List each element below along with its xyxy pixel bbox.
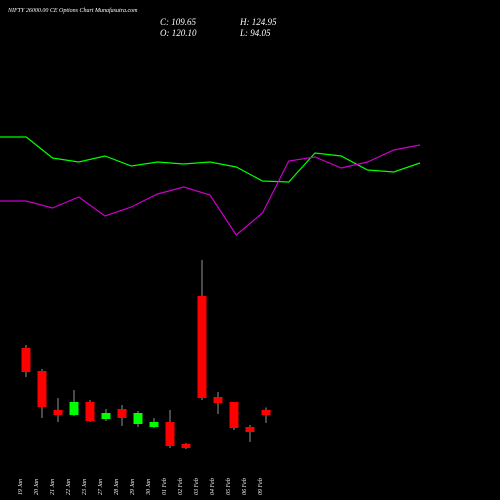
indicator-line: [0, 144, 421, 236]
candle-body: [133, 413, 143, 424]
x-tick-label: 30 Jan: [146, 479, 152, 496]
close-label: C: 109.65: [160, 17, 197, 27]
x-tick-label: 05 Feb: [226, 478, 232, 495]
x-tick-label: 20 Jan: [34, 479, 40, 495]
x-tick-label: 27 Jan: [98, 479, 104, 495]
candle-body: [101, 413, 111, 419]
x-tick-label: 22 Jan: [66, 479, 72, 495]
candle-body: [197, 296, 207, 398]
open-label: O: 120.10: [160, 28, 197, 38]
candle-body: [261, 409, 271, 416]
candle-body: [117, 409, 127, 418]
high-label: H: 124.95: [239, 17, 277, 27]
x-tick-label: 03 Feb: [194, 478, 200, 495]
x-tick-label: 23 Jan: [82, 479, 88, 495]
x-tick-label: 19 Jan: [18, 479, 24, 495]
candle-body: [85, 402, 95, 421]
x-tick-label: 06 Feb: [242, 478, 248, 495]
candle-body: [181, 444, 191, 448]
x-tick-label: 21 Jan: [50, 479, 56, 495]
candle-body: [53, 410, 63, 415]
candle-body: [213, 397, 223, 403]
chart-title: NIFTY 26000.00 CE Options Chart Munafasu…: [7, 7, 138, 14]
low-label: L: 94.05: [239, 28, 271, 38]
x-tick-label: 09 Feb: [258, 478, 264, 495]
candle-body: [21, 348, 31, 372]
candle-body: [165, 422, 175, 446]
candle-body: [245, 427, 255, 432]
x-tick-label: 29 Jan: [130, 479, 136, 495]
x-tick-label: 01 Feb: [162, 478, 168, 495]
candle-body: [37, 371, 47, 407]
x-tick-label: 02 Feb: [178, 478, 184, 495]
candle-body: [229, 402, 239, 428]
candle-body: [149, 422, 159, 427]
x-tick-label: 28 Jan: [114, 479, 120, 495]
candle-body: [69, 402, 79, 415]
x-tick-label: 04 Feb: [209, 478, 216, 495]
indicator-line: [0, 136, 421, 183]
